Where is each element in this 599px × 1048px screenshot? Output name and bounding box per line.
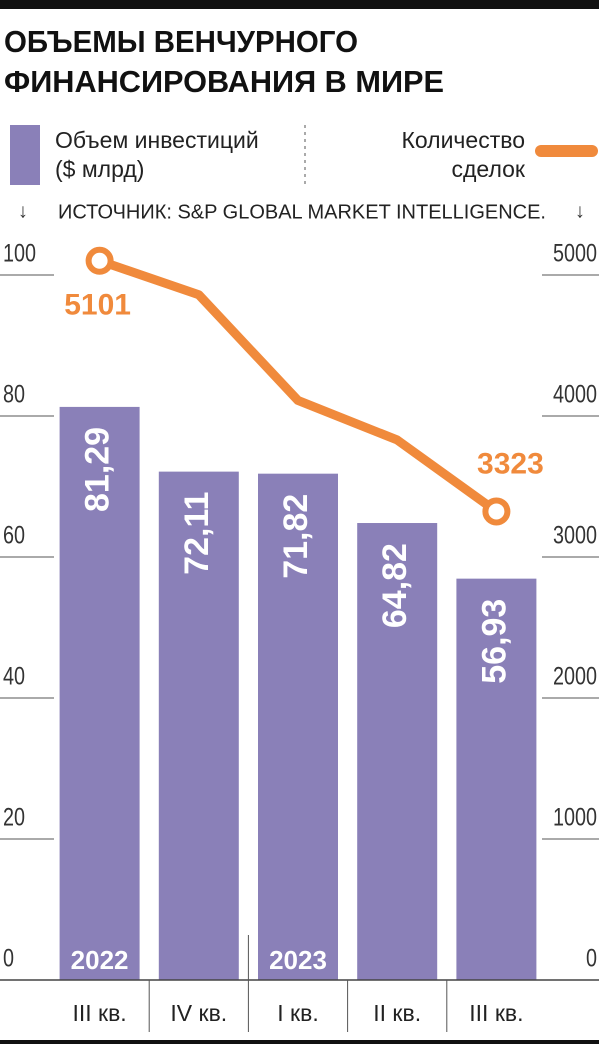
arrow: ↓ [18,200,28,222]
y2-tick-label: 1000 [553,804,597,832]
line-value-label: 5101 [64,289,131,322]
line-marker [85,246,114,275]
y-tick-label: 40 [3,663,25,691]
y2-tick-label: 0 [586,945,597,973]
year-label: 2023 [269,945,327,975]
bar [258,473,338,980]
y2-tick-label: 4000 [553,381,597,409]
y2-tick-label: 3000 [553,522,597,550]
bar [456,578,537,980]
chart-title: ФИНАНСИРОВАНИЯ В МИРЕ [4,64,444,99]
bar-value-label: 71,82 [277,494,315,579]
y2-tick-label: 2000 [553,663,597,691]
bar-value-label: 64,82 [376,543,414,628]
chart-title: ОБЪЕМЫ ВЕНЧУРНОГО [4,24,358,59]
bar-value-label: 56,93 [475,599,513,684]
x-tick-label: IV кв. [170,1000,227,1026]
bar-value-label: 72,11 [178,492,216,575]
bar [357,523,438,980]
line-marker [482,497,511,526]
y-tick-label: 0 [3,945,14,973]
source: ИСТОЧНИК: S&P GLOBAL MARKET INTELLIGENCE… [58,201,546,223]
x-tick-label: II кв. [373,1000,421,1026]
x-tick-label: I кв. [277,1000,318,1026]
bar-value-label: 81,29 [79,427,117,512]
x-tick-label: III кв. [72,1000,126,1026]
y-tick-label: 60 [3,522,25,550]
y-tick-label: 100 [3,240,36,268]
legend-swatch [10,125,40,185]
top-rule [0,0,599,9]
line [98,256,500,516]
y-tick-label: 80 [3,381,25,409]
line-value-label: 3323 [477,447,544,480]
bar [158,471,239,980]
bar [59,406,140,980]
x-tick-label: III кв. [469,1000,523,1026]
y-tick-label: 20 [3,804,25,832]
bottom-rule [0,1040,599,1044]
y2-tick-label: 5000 [553,240,597,268]
arrow: ↓ [575,200,585,222]
legend-entry: Количество сделок [401,127,525,182]
year-label: 2022 [71,945,129,975]
legend-entry: Объем инвестиций ($ млрд) [55,127,259,182]
